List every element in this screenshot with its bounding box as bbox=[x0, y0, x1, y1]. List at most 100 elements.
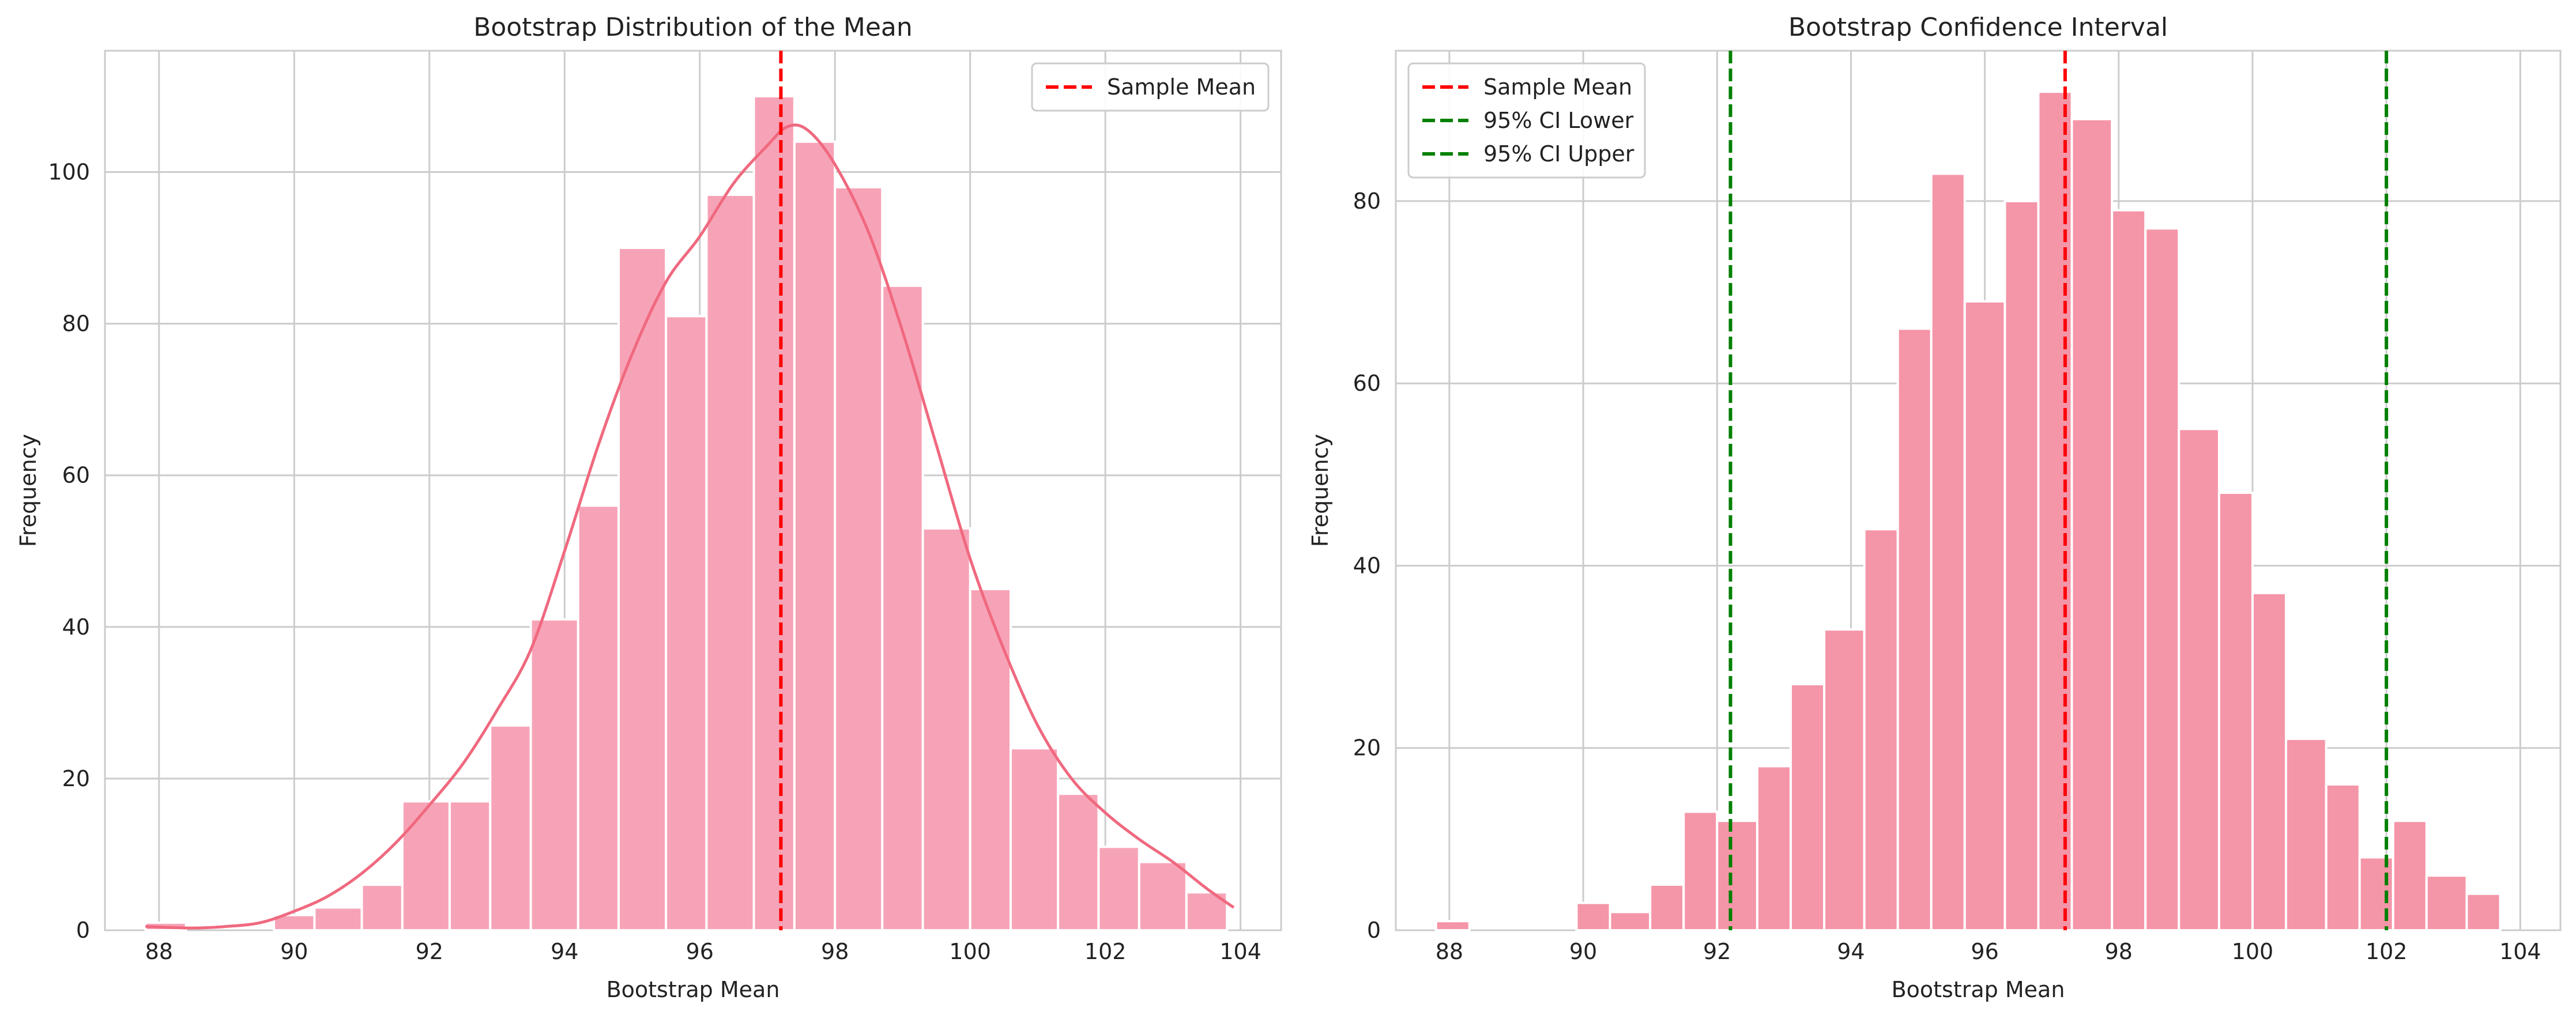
histogram-bar bbox=[1789, 683, 1825, 931]
x-tick-label: 102 bbox=[2366, 939, 2408, 964]
histogram-bar bbox=[617, 247, 668, 932]
legend-box bbox=[1407, 62, 1646, 179]
legend-label: 95% CI Lower bbox=[1483, 108, 1634, 133]
chart-bootstrap-ci: 88 90 92 94 96 98 100 102 104 0 20 40 60 80 Bootstra… bbox=[1308, 13, 2562, 1002]
y-tick-label: 80 bbox=[62, 311, 90, 337]
y-axis-label: Frequency bbox=[1308, 434, 1333, 547]
x-tick-label: 102 bbox=[1084, 939, 1127, 964]
y-tick-label: 60 bbox=[1353, 371, 1381, 396]
histogram-bars bbox=[144, 95, 1229, 932]
histogram-bars bbox=[1434, 90, 2502, 932]
histogram-bar bbox=[2003, 199, 2040, 932]
histogram-bar bbox=[921, 527, 971, 931]
y-tick-label: 40 bbox=[1353, 553, 1381, 578]
histogram-bar bbox=[1575, 901, 1611, 931]
histogram-bar bbox=[969, 588, 1012, 931]
x-tick-label: 104 bbox=[1219, 939, 1261, 964]
histogram-bar bbox=[1434, 920, 1471, 931]
y-tick-label: 100 bbox=[48, 159, 90, 184]
histogram-bar bbox=[1097, 846, 1140, 931]
x-tick-label: 98 bbox=[2105, 939, 2133, 964]
x-tick-label: 98 bbox=[821, 939, 849, 964]
histogram-bar bbox=[705, 193, 755, 932]
x-tick-label: 90 bbox=[1569, 939, 1597, 964]
y-tick-label: 0 bbox=[76, 918, 90, 943]
histogram-bar bbox=[1682, 810, 1719, 932]
kde-curve bbox=[145, 123, 1235, 930]
histogram-bar bbox=[1716, 820, 1758, 931]
y-tick-label: 20 bbox=[1353, 735, 1381, 761]
x-tick-label: 92 bbox=[1703, 939, 1731, 964]
x-tick-label: 94 bbox=[1837, 939, 1865, 964]
legend-box bbox=[1031, 62, 1270, 112]
histogram-bar bbox=[2217, 491, 2254, 931]
kde-curve-layer bbox=[145, 123, 1235, 930]
histogram-bar bbox=[313, 906, 363, 931]
y-tick-labels: 0 20 40 60 80 bbox=[1353, 188, 1381, 943]
x-tick-label: 92 bbox=[416, 939, 443, 964]
y-tick-labels: 0 20 40 60 80 100 bbox=[48, 159, 90, 943]
x-tick-label: 96 bbox=[686, 939, 714, 964]
histogram-bar bbox=[1822, 628, 1866, 931]
histogram-bar bbox=[489, 724, 532, 931]
reference-lines bbox=[1728, 51, 2389, 930]
histogram-bar bbox=[1138, 861, 1188, 931]
histogram-bar bbox=[834, 186, 884, 931]
x-tick-label: 90 bbox=[280, 939, 308, 964]
x-tick-labels: 88 90 92 94 96 98 100 102 104 bbox=[145, 939, 1261, 964]
histogram-bar bbox=[1930, 172, 1966, 932]
histogram-bar bbox=[2144, 227, 2180, 932]
chart-title: Bootstrap Confidence Interval bbox=[1788, 13, 2168, 42]
histogram-bar bbox=[1057, 792, 1100, 932]
histogram-bar bbox=[1863, 528, 1899, 931]
y-tick-label: 80 bbox=[1353, 188, 1381, 214]
histogram-bar bbox=[665, 315, 708, 931]
histogram-bar bbox=[2325, 783, 2361, 932]
histogram-bar bbox=[2425, 874, 2468, 931]
x-tick-label: 94 bbox=[551, 939, 578, 964]
histogram-bar bbox=[577, 504, 620, 931]
histogram-bar bbox=[401, 800, 451, 931]
histogram-bar bbox=[2178, 428, 2220, 931]
chart-title: Bootstrap Distribution of the Mean bbox=[473, 13, 913, 42]
x-tick-label: 100 bbox=[949, 939, 991, 964]
histogram-bar bbox=[1010, 747, 1060, 932]
histogram-bar bbox=[1756, 765, 1792, 932]
chart-bootstrap-distribution: 88 90 92 94 96 98 100 102 104 0 20 40 60 80 100 Boots… bbox=[16, 13, 1282, 1002]
histogram-bar bbox=[2111, 209, 2147, 932]
x-axis-label: Bootstrap Mean bbox=[1892, 977, 2065, 1002]
x-tick-label: 104 bbox=[2499, 939, 2541, 964]
histogram-bar bbox=[1896, 327, 1933, 931]
y-tick-label: 20 bbox=[62, 766, 90, 791]
legend-label: 95% CI Upper bbox=[1483, 141, 1635, 167]
histogram-bar bbox=[881, 284, 924, 932]
histogram-bar bbox=[1649, 883, 1685, 931]
histogram-bar bbox=[1963, 300, 2006, 931]
histogram-bar bbox=[448, 800, 492, 931]
y-tick-label: 40 bbox=[62, 614, 90, 640]
legend: Sample Mean 95% CI Lower 95% CI Upper bbox=[1407, 62, 1646, 179]
histogram-bar bbox=[2070, 118, 2114, 931]
histogram-bar bbox=[2251, 591, 2288, 932]
histogram-bar bbox=[2392, 820, 2428, 931]
legend: Sample Mean bbox=[1031, 62, 1270, 112]
histogram-bar bbox=[360, 884, 404, 932]
x-tick-label: 88 bbox=[1436, 939, 1463, 964]
histogram-bar bbox=[752, 95, 796, 931]
histogram-bar bbox=[1609, 911, 1652, 931]
x-tick-label: 100 bbox=[2232, 939, 2274, 964]
y-tick-label: 60 bbox=[62, 463, 90, 488]
x-tick-label: 96 bbox=[1971, 939, 1998, 964]
legend-label: Sample Mean bbox=[1107, 74, 1256, 100]
x-tick-labels: 88 90 92 94 96 98 100 102 104 bbox=[1436, 939, 2541, 964]
histogram-bar bbox=[793, 140, 837, 932]
x-axis-label: Bootstrap Mean bbox=[607, 977, 780, 1002]
histogram-bar bbox=[2465, 892, 2502, 931]
x-tick-label: 88 bbox=[145, 939, 173, 964]
histogram-bar bbox=[529, 618, 579, 931]
y-tick-label: 0 bbox=[1367, 918, 1381, 943]
legend-label: Sample Mean bbox=[1483, 74, 1632, 100]
histogram-bar bbox=[2285, 737, 2328, 932]
y-axis-label: Frequency bbox=[16, 434, 41, 547]
